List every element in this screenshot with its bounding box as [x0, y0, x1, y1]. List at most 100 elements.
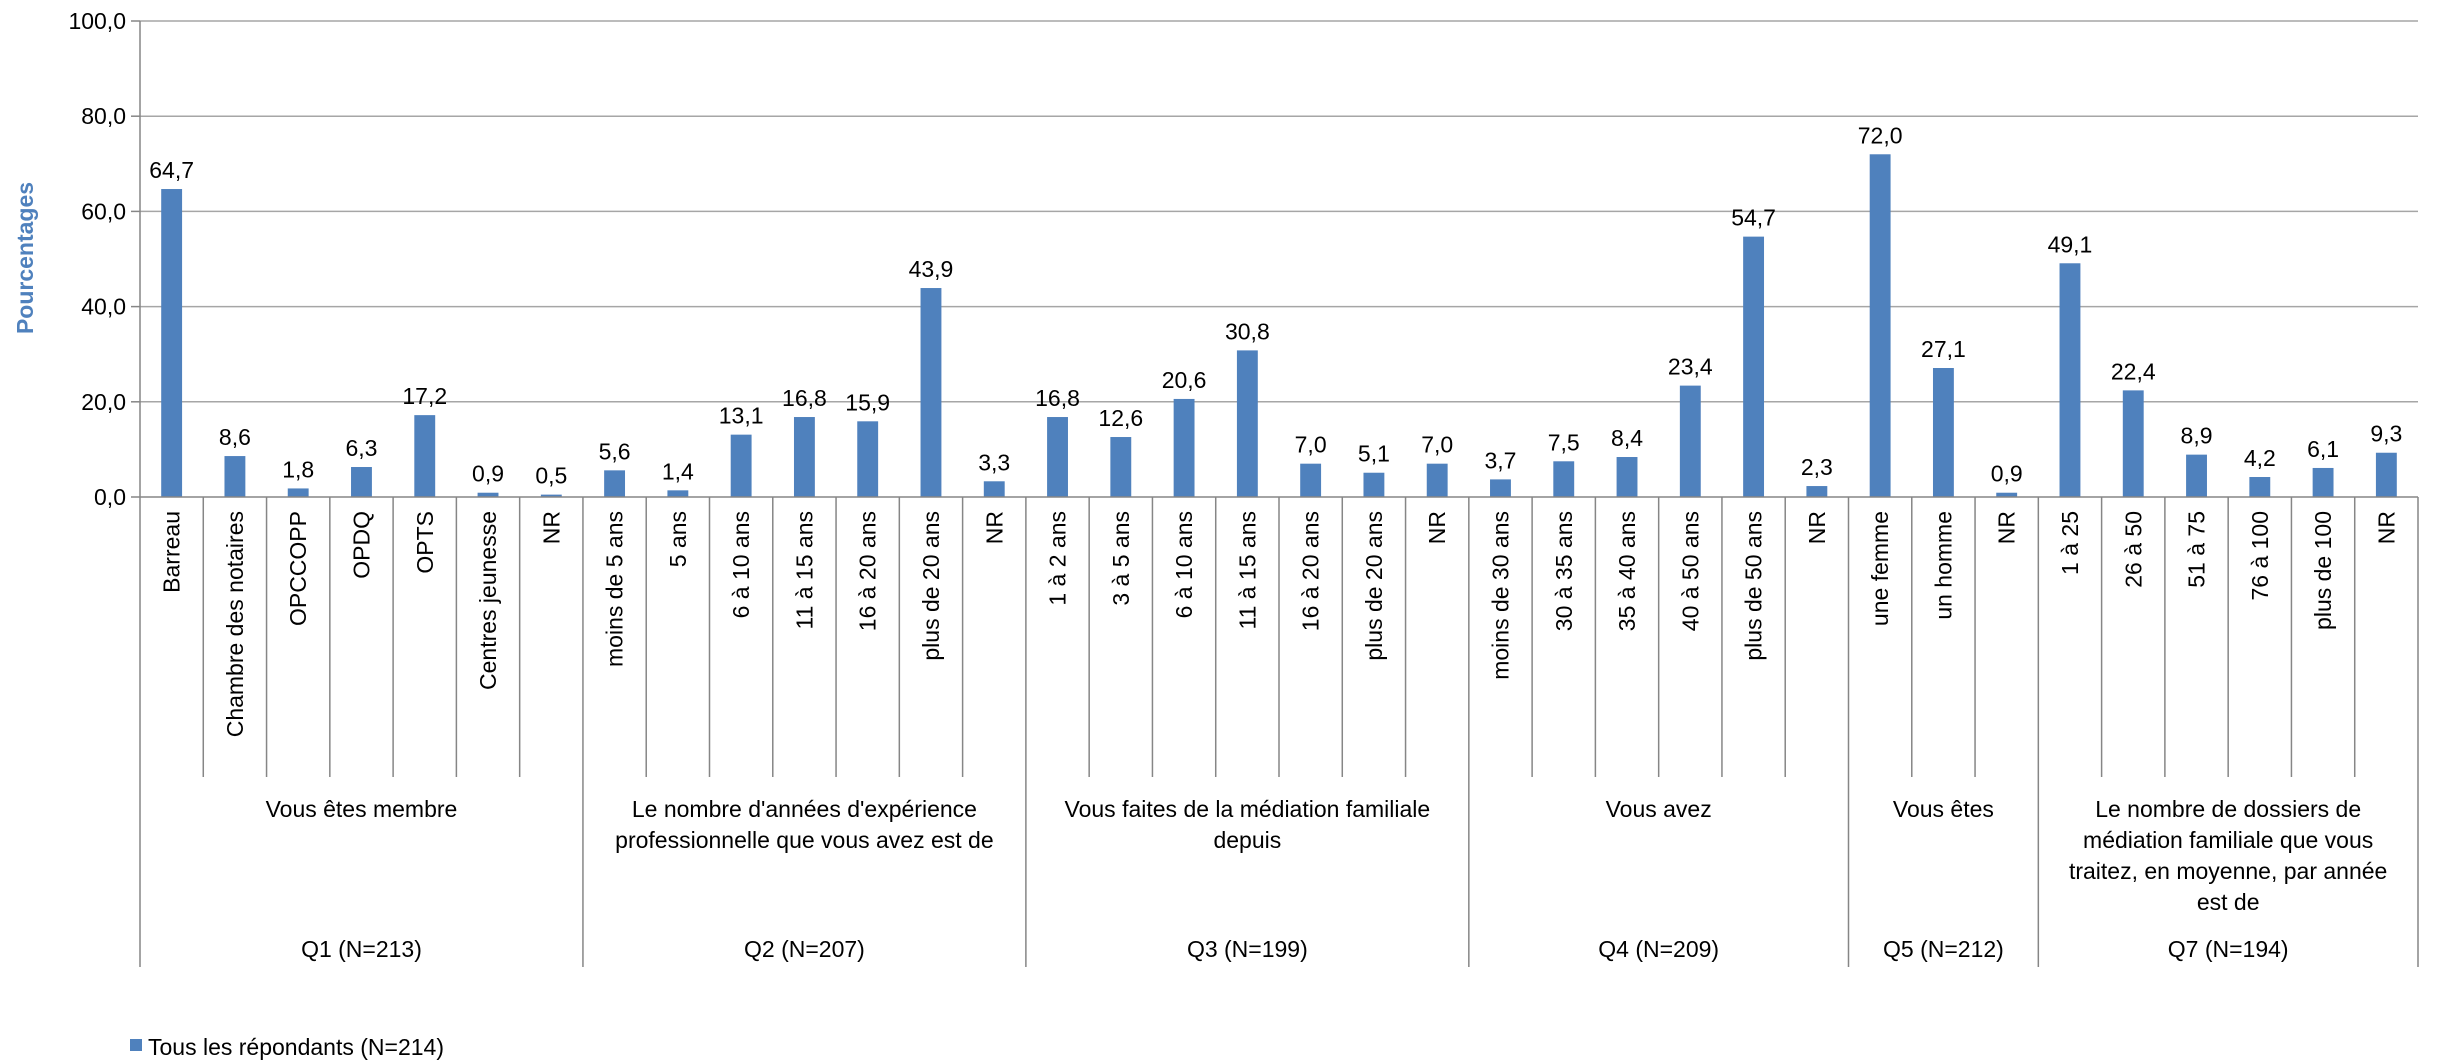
y-tick-label: 60,0: [81, 198, 126, 224]
labels: 0,0 20,0 40,0 60,0 80,0 100,0 64,7 Barreau 8,6 Ch…: [68, 8, 2402, 962]
bar: [1110, 437, 1132, 497]
category-label: 51 à 75: [2184, 511, 2210, 588]
bar: [793, 417, 815, 497]
category-label: plus de 20 ans: [918, 511, 944, 661]
bar: [1553, 461, 1575, 497]
data-label: 7,5: [1548, 429, 1580, 455]
category-label: 35 à 40 ans: [1614, 511, 1640, 631]
data-label: 6,3: [345, 435, 377, 461]
category-label: plus de 20 ans: [1361, 511, 1387, 661]
bar: [414, 415, 436, 497]
data-label: 30,8: [1225, 318, 1270, 344]
question-label: Q2 (N=207): [744, 936, 865, 962]
group-label: médiation familiale que vous: [2083, 827, 2373, 853]
data-label: 8,9: [2181, 423, 2213, 449]
bar: [540, 494, 562, 497]
data-label: 43,9: [909, 256, 954, 282]
bar: [2186, 454, 2207, 497]
category-label: 16 à 20 ans: [1298, 511, 1324, 631]
question-label: Q3 (N=199): [1187, 936, 1308, 962]
category-label: Chambre des notaires: [222, 511, 248, 737]
data-label: 17,2: [402, 383, 447, 409]
group-label: professionnelle que vous avez est de: [615, 827, 993, 853]
group-label: traitez, en moyenne, par année: [2069, 858, 2387, 884]
group-label: Vous êtes membre: [266, 796, 458, 822]
data-label: 0,5: [535, 463, 567, 489]
group-label: Vous avez: [1606, 796, 1712, 822]
bar: [1173, 398, 1195, 497]
category-label: un homme: [1930, 511, 1956, 620]
data-label: 22,4: [2111, 358, 2156, 384]
bar: [1616, 457, 1638, 497]
category-label: 11 à 15 ans: [791, 511, 817, 630]
bar: [287, 488, 309, 497]
data-label: 12,6: [1098, 405, 1143, 431]
data-label: 7,0: [1421, 432, 1453, 458]
question-label: Q1 (N=213): [301, 936, 422, 962]
bar: [2249, 477, 2271, 497]
bars: [161, 154, 2397, 498]
data-label: 1,8: [282, 456, 314, 482]
category-label: NR: [1424, 511, 1450, 544]
data-label: 5,6: [599, 438, 631, 464]
bar: [1806, 486, 1828, 497]
data-label: 4,2: [2244, 445, 2276, 471]
data-label: 15,9: [845, 389, 890, 415]
legend-swatch: [130, 1039, 142, 1051]
group-label: Le nombre de dossiers de: [2095, 796, 2361, 822]
y-tick-label: 20,0: [81, 389, 126, 415]
bar: [1743, 236, 1765, 498]
bar: [1426, 463, 1448, 497]
data-label: 3,7: [1484, 447, 1516, 473]
bar: [920, 288, 942, 497]
data-label: 3,3: [978, 449, 1010, 475]
category-label: OPDQ: [348, 511, 374, 579]
category-label: NR: [538, 511, 564, 544]
bar: [2059, 263, 2081, 497]
group-label: depuis: [1213, 827, 1281, 853]
question-label: Q4 (N=209): [1598, 936, 1719, 962]
data-label: 1,4: [662, 458, 694, 484]
legend: Tous les répondants (N=214): [130, 1034, 444, 1060]
category-label: 40 à 50 ans: [1677, 511, 1703, 631]
bar: [857, 421, 879, 497]
category-label: OPCCOPP: [285, 511, 311, 626]
bar: [351, 467, 372, 497]
data-label: 20,6: [1162, 367, 1207, 393]
bar: [1236, 350, 1258, 497]
category-label: 11 à 15 ans: [1234, 511, 1260, 630]
bar: [1300, 463, 1322, 497]
category-label: plus de 50 ans: [1741, 511, 1767, 661]
category-label: 1 à 25: [2057, 511, 2083, 575]
category-label: NR: [981, 511, 1007, 544]
data-label: 13,1: [719, 403, 764, 429]
bar: [1490, 479, 1511, 497]
group-label: Le nombre d'années d'expérience: [632, 796, 977, 822]
data-label: 9,3: [2370, 421, 2402, 447]
bar: [1932, 368, 1954, 497]
data-label: 0,9: [1991, 461, 2023, 487]
bar: [1679, 385, 1701, 497]
bar: [604, 470, 626, 497]
category-label: OPTS: [412, 511, 438, 574]
category-label: Barreau: [159, 511, 185, 593]
data-label: 49,1: [2048, 231, 2093, 257]
group-label: est de: [2197, 889, 2260, 915]
y-tick-label: 0,0: [94, 484, 126, 510]
category-label: 30 à 35 ans: [1551, 511, 1577, 631]
category-label: 6 à 10 ans: [728, 511, 754, 618]
category-label: 76 à 100: [2247, 511, 2273, 601]
data-label: 72,0: [1858, 122, 1903, 148]
category-label: plus de 100: [2310, 511, 2336, 630]
bar: [2312, 467, 2334, 497]
category-label: 1 à 2 ans: [1045, 511, 1071, 606]
bar: [1996, 492, 2018, 497]
y-tick-label: 40,0: [81, 294, 126, 320]
bar: [730, 434, 752, 497]
category-label: 5 ans: [665, 511, 691, 567]
category-label: moins de 30 ans: [1487, 511, 1513, 680]
data-label: 2,3: [1801, 454, 1833, 480]
bar: [1363, 472, 1385, 497]
data-label: 27,1: [1921, 336, 1966, 362]
